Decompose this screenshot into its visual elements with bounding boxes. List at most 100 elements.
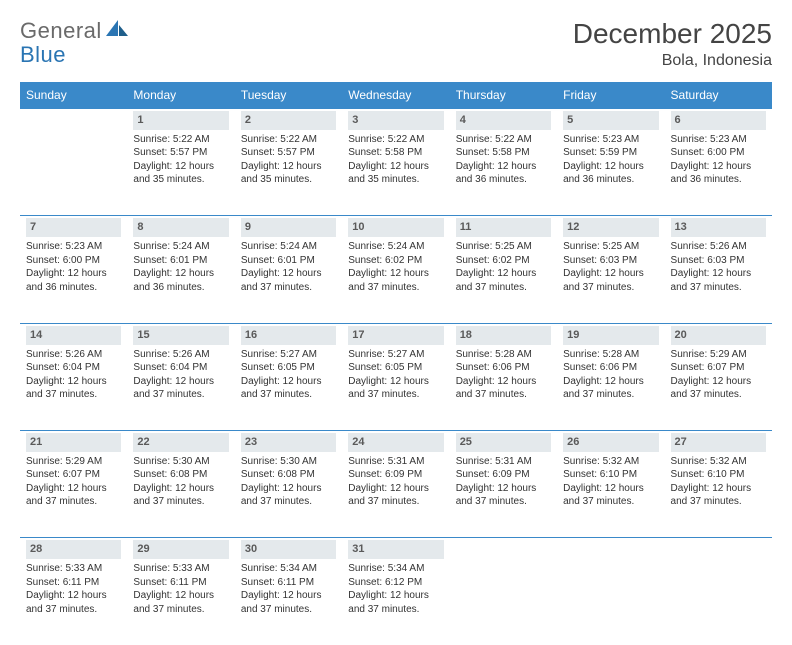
sunset-text: Sunset: 5:58 PM: [348, 146, 443, 160]
day-number: 9: [241, 218, 336, 237]
day-cell: Sunrise: 5:22 AMSunset: 5:58 PMDaylight:…: [342, 130, 449, 216]
day-number-cell: 13: [665, 216, 772, 237]
empty-cell: [450, 538, 557, 559]
sunset-text: Sunset: 6:04 PM: [26, 361, 121, 375]
day-number-cell: 1: [127, 109, 234, 130]
empty-cell: [557, 538, 664, 559]
sunset-text: Sunset: 6:00 PM: [26, 254, 121, 268]
day1-text: Daylight: 12 hours: [241, 375, 336, 389]
sunrise-text: Sunrise: 5:33 AM: [133, 562, 228, 576]
day-number-cell: 5: [557, 109, 664, 130]
day-number-cell: 11: [450, 216, 557, 237]
day-number-cell: 26: [557, 431, 664, 452]
day1-text: Daylight: 12 hours: [348, 160, 443, 174]
day-number-cell: 21: [20, 431, 127, 452]
calendar-table: SundayMondayTuesdayWednesdayThursdayFrid…: [20, 82, 772, 645]
day-number: 20: [671, 326, 766, 345]
day2-text: and 37 minutes.: [348, 388, 443, 402]
sunset-text: Sunset: 6:11 PM: [133, 576, 228, 590]
day1-text: Daylight: 12 hours: [241, 267, 336, 281]
day-number: 10: [348, 218, 443, 237]
day2-text: and 37 minutes.: [456, 495, 551, 509]
sunset-text: Sunset: 6:07 PM: [26, 468, 121, 482]
empty-cell: [665, 559, 772, 645]
day2-text: and 35 minutes.: [348, 173, 443, 187]
sunset-text: Sunset: 6:02 PM: [348, 254, 443, 268]
sunrise-text: Sunrise: 5:26 AM: [671, 240, 766, 254]
sunset-text: Sunset: 6:06 PM: [456, 361, 551, 375]
day-cell: Sunrise: 5:24 AMSunset: 6:02 PMDaylight:…: [342, 237, 449, 323]
day-number-cell: 14: [20, 323, 127, 344]
calendar-body: 123456Sunrise: 5:22 AMSunset: 5:57 PMDay…: [20, 109, 772, 645]
day-number-cell: 3: [342, 109, 449, 130]
day2-text: and 37 minutes.: [671, 495, 766, 509]
week-row: Sunrise: 5:22 AM Sunset: 5:57 PM Daylight:…: [20, 130, 772, 216]
day2-text: and 37 minutes.: [26, 603, 121, 617]
day-number-cell: 31: [342, 538, 449, 559]
logo-text-general: General: [20, 18, 102, 44]
sunrise-text: Sunrise: 5:24 AM: [348, 240, 443, 254]
sunrise-text: Sunrise: 5:27 AM: [241, 348, 336, 362]
day-number-row: 78910111213: [20, 216, 772, 237]
sunset-text: Sunset: 6:04 PM: [133, 361, 228, 375]
weekday-header: Friday: [557, 82, 664, 109]
day-cell: Sunrise: 5:27 AMSunset: 6:05 PMDaylight:…: [235, 345, 342, 431]
day-cell: Sunrise: 5:22 AMSunset: 5:57 PMDaylight:…: [235, 130, 342, 216]
day-number-row: 28293031: [20, 538, 772, 559]
day1-text: Daylight: 12 hours: [456, 482, 551, 496]
logo-text-blue: Blue: [20, 42, 66, 67]
week-row: Sunrise: 5:33 AMSunset: 6:11 PMDaylight:…: [20, 559, 772, 645]
sunset-text: Sunset: 6:11 PM: [26, 576, 121, 590]
sunset-text: Sunset: 6:03 PM: [671, 254, 766, 268]
day1-text: Daylight: 12 hours: [241, 160, 336, 174]
day1-text: Daylight: 12 hours: [133, 589, 228, 603]
day-number-cell: 8: [127, 216, 234, 237]
sunrise-text: Sunrise: 5:29 AM: [26, 455, 121, 469]
day-cell: Sunrise: 5:28 AMSunset: 6:06 PMDaylight:…: [557, 345, 664, 431]
day2-text: and 36 minutes.: [26, 281, 121, 295]
day-number: 23: [241, 433, 336, 452]
empty-cell: [20, 109, 127, 130]
day1-text: Daylight: 12 hours: [133, 375, 228, 389]
location: Bola, Indonesia: [573, 52, 772, 70]
sunrise-text: Sunrise: 5:27 AM: [348, 348, 443, 362]
day2-text: and 36 minutes.: [671, 173, 766, 187]
weekday-header: Tuesday: [235, 82, 342, 109]
day1-text: Daylight: 12 hours: [563, 375, 658, 389]
day-cell: Sunrise: 5:31 AMSunset: 6:09 PMDaylight:…: [450, 452, 557, 538]
day-number-cell: 19: [557, 323, 664, 344]
weekday-header: Thursday: [450, 82, 557, 109]
day2-text: and 35 minutes.: [241, 173, 336, 187]
sunset-text: Sunset: 6:07 PM: [671, 361, 766, 375]
sunset-text: Sunset: 6:03 PM: [563, 254, 658, 268]
sunrise-text: Sunrise: 5:22 AM: [348, 133, 443, 147]
weekday-header: Monday: [127, 82, 234, 109]
day2-text: and 37 minutes.: [133, 603, 228, 617]
sunset-text: Sunset: 6:06 PM: [563, 361, 658, 375]
day-number-cell: 10: [342, 216, 449, 237]
sunrise-text: Sunrise: 5:28 AM: [563, 348, 658, 362]
day-number: 12: [563, 218, 658, 237]
day-number: 24: [348, 433, 443, 452]
day-cell: Sunrise: 5:22 AMSunset: 5:58 PMDaylight:…: [450, 130, 557, 216]
day-cell: Sunrise: 5:30 AMSunset: 6:08 PMDaylight:…: [127, 452, 234, 538]
day1-text: Daylight: 12 hours: [348, 375, 443, 389]
sunset-text: Sunset: 6:01 PM: [241, 254, 336, 268]
day-number: 26: [563, 433, 658, 452]
day2-text: and 37 minutes.: [671, 388, 766, 402]
weekday-header-row: SundayMondayTuesdayWednesdayThursdayFrid…: [20, 82, 772, 109]
day1-text: Daylight: 12 hours: [671, 160, 766, 174]
sunrise-text: Sunrise: 5:26 AM: [26, 348, 121, 362]
day2-text: and 37 minutes.: [133, 495, 228, 509]
day-number-cell: 4: [450, 109, 557, 130]
day-number: 28: [26, 540, 121, 559]
day-number-cell: 29: [127, 538, 234, 559]
header: General December 2025 Bola, Indonesia: [20, 18, 772, 70]
day-number: 3: [348, 111, 443, 130]
sunset-text: Sunset: 5:57 PM: [133, 146, 228, 160]
day1-text: Daylight: 12 hours: [348, 482, 443, 496]
day-number: 22: [133, 433, 228, 452]
empty-cell: [20, 130, 127, 216]
day-cell: Sunrise: 5:24 AMSunset: 6:01 PMDaylight:…: [235, 237, 342, 323]
day2-text: and 37 minutes.: [563, 495, 658, 509]
